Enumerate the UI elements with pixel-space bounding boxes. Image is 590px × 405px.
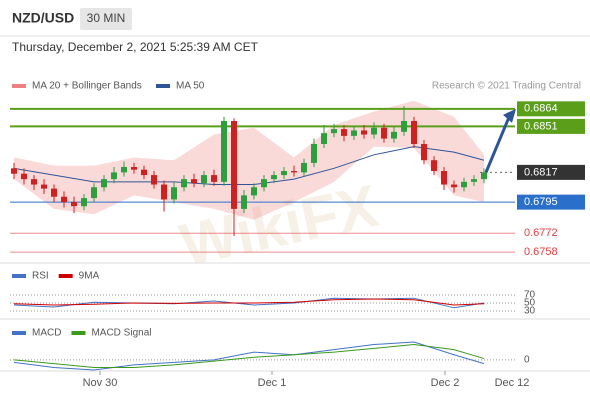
credit: Research © 2021 Trading Central — [432, 81, 581, 92]
level-label: 0.6758 — [524, 246, 558, 258]
candle-body — [241, 195, 247, 209]
candle-body — [21, 173, 27, 180]
candle-body — [461, 181, 467, 188]
level-label: 0.6851 — [524, 120, 558, 132]
candle-body — [371, 127, 377, 135]
candle-body — [221, 120, 227, 182]
forecast-arrow — [484, 114, 512, 173]
candle-body — [301, 162, 307, 173]
legend-swatch — [12, 84, 26, 88]
legend-label: MA 50 — [176, 81, 205, 92]
chart-title: NZD/USD — [12, 10, 74, 26]
timeframe-badge — [80, 8, 132, 30]
candle-body — [181, 179, 187, 188]
candle-body — [451, 184, 457, 188]
candle-body — [171, 187, 177, 200]
timeframe: 30 MIN — [87, 11, 126, 25]
candle-body — [271, 175, 277, 180]
candle-body — [101, 179, 107, 188]
level-label: 0.6817 — [524, 166, 558, 178]
indicator-line — [13, 344, 485, 368]
candle-body — [411, 120, 417, 144]
candle-body — [41, 184, 47, 189]
candle-body — [151, 175, 157, 185]
candle-body — [281, 171, 287, 176]
indicator-line — [13, 341, 485, 371]
x-tick-label: Nov 30 — [83, 377, 118, 389]
timestamp: Thursday, December 2, 2021 5:25:39 AM CE… — [12, 40, 259, 54]
level-label: 0.6795 — [524, 196, 558, 208]
level-label: 0.6864 — [524, 103, 558, 115]
candle-body — [111, 172, 117, 180]
level-box — [517, 101, 585, 117]
legend-label: 9MA — [79, 271, 100, 282]
level-box — [517, 164, 585, 180]
candle-body — [141, 169, 147, 176]
legend-swatch — [71, 331, 86, 335]
candle-body — [401, 120, 407, 132]
candle-body — [121, 166, 127, 173]
y-tick-label: 70 — [524, 290, 536, 301]
candle-body — [261, 179, 267, 188]
y-tick-label: 0 — [524, 354, 530, 365]
candle-body — [471, 179, 477, 182]
y-tick-label: 50 — [524, 298, 536, 309]
candle-body — [131, 166, 137, 170]
candle-body — [201, 175, 207, 184]
candle-body — [311, 143, 317, 163]
legend-label: MACD Signal — [91, 328, 151, 339]
x-tick-label: Dec 2 — [431, 377, 460, 389]
candle-body — [431, 160, 437, 172]
candle-body — [361, 130, 367, 135]
candle-body — [341, 129, 347, 136]
candle-body — [191, 179, 197, 184]
legend-label: MA 20 + Bollinger Bands — [32, 81, 142, 92]
candle-body — [321, 133, 327, 144]
indicator-line — [13, 297, 485, 309]
candle-body — [441, 171, 447, 185]
legend-swatch — [12, 274, 26, 278]
candle-body — [291, 171, 297, 173]
candle-body — [231, 120, 237, 209]
candle-body — [11, 168, 17, 174]
legend-swatch — [58, 274, 73, 278]
candle-body — [81, 198, 87, 207]
candle-body — [481, 172, 487, 180]
candle-body — [71, 202, 77, 207]
legend-swatch — [156, 84, 170, 88]
legend-label: RSI — [32, 271, 49, 282]
level-box — [517, 118, 585, 134]
candle-body — [391, 131, 397, 139]
x-tick-label: Dec 1 — [258, 377, 287, 389]
candle-body — [251, 187, 257, 196]
candle-body — [351, 130, 357, 136]
level-box — [517, 194, 585, 210]
candle-body — [51, 188, 57, 197]
legend-label: MACD — [32, 328, 61, 339]
candle-body — [381, 127, 387, 139]
level-label: 0.6772 — [524, 227, 558, 239]
legend-swatch — [12, 331, 26, 335]
candle-body — [31, 179, 37, 185]
candle-body — [161, 184, 167, 200]
arrow-head — [503, 108, 516, 123]
last-time-label: Dec 12 — [495, 377, 530, 389]
candle-body — [331, 129, 337, 134]
y-tick-label: 30 — [524, 306, 536, 317]
candle-body — [61, 196, 67, 203]
candle-body — [91, 187, 97, 199]
candle-body — [421, 143, 427, 161]
indicator-line — [13, 298, 485, 306]
candle-body — [211, 175, 217, 182]
